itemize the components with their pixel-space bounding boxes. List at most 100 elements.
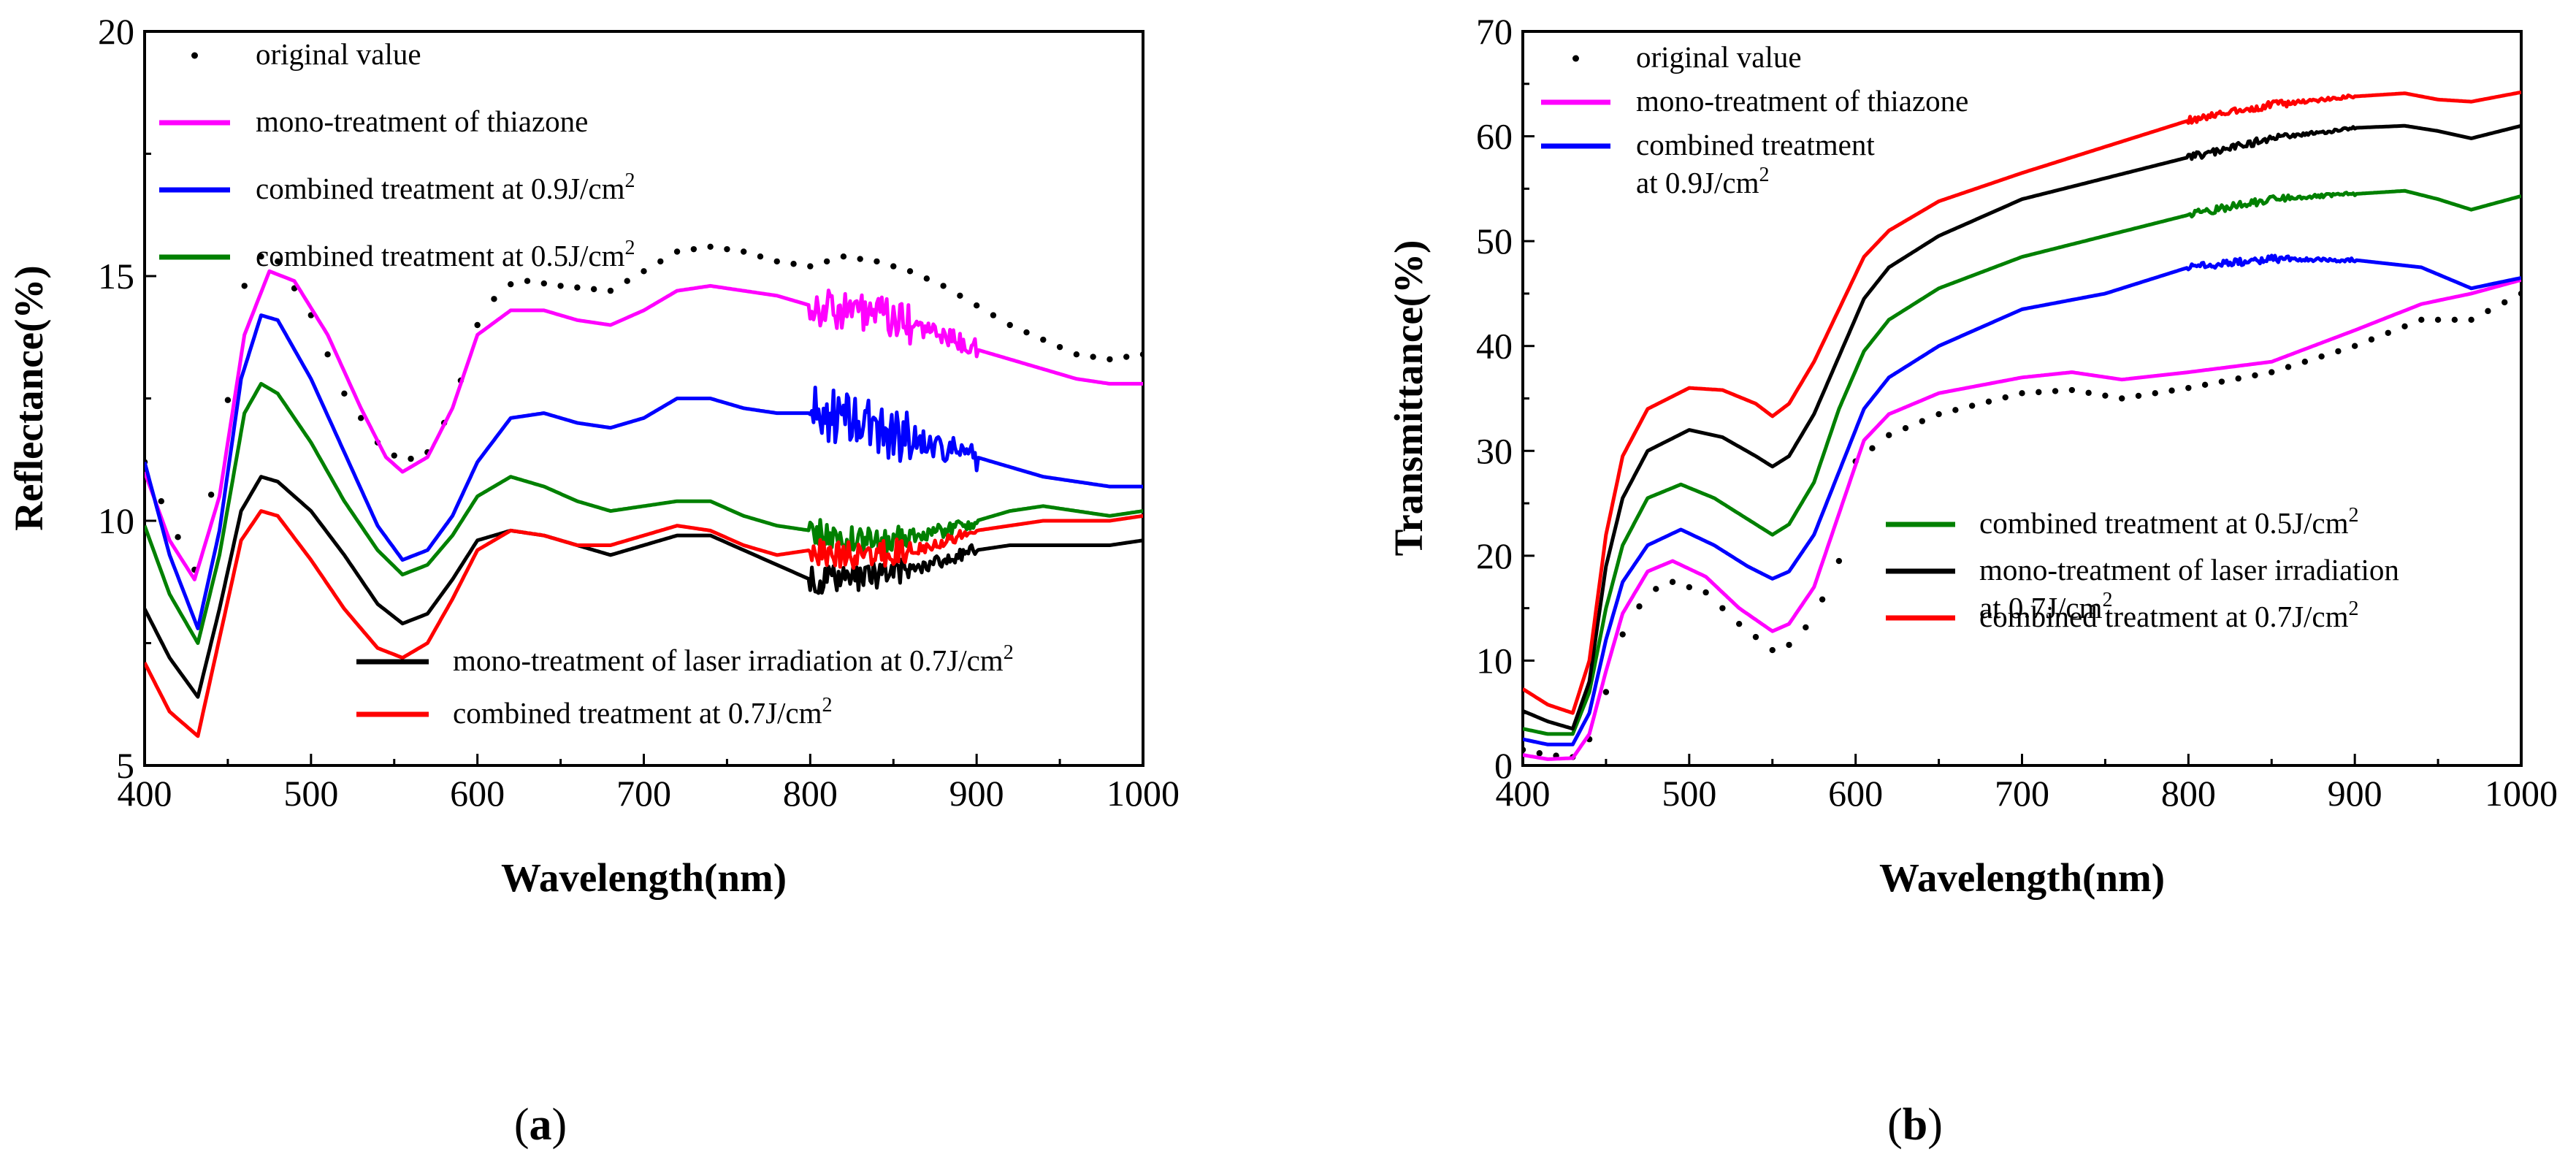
legend-label: mono-treatment of thiazone	[256, 104, 588, 138]
series-original	[145, 243, 1143, 573]
data-point	[973, 302, 980, 309]
data-point	[1686, 584, 1693, 591]
data-point	[2468, 316, 2474, 324]
legend-label: mono-treatment of thiazone	[1636, 84, 1968, 118]
data-point	[1803, 624, 1809, 631]
data-point	[1669, 578, 1676, 585]
data-point	[2485, 308, 2491, 315]
y-tick-label: 10	[98, 500, 134, 541]
data-point	[724, 245, 730, 253]
data-point	[1523, 746, 1526, 753]
data-point	[2335, 348, 2342, 355]
data-point	[1719, 605, 1726, 611]
data-point	[641, 268, 647, 275]
data-point	[1123, 354, 1130, 360]
data-point	[1902, 424, 1909, 432]
x-tick-label: 500	[283, 773, 338, 814]
x-tick-label: 700	[1995, 773, 2049, 814]
data-point	[2418, 316, 2425, 324]
x-tick-label: 800	[783, 773, 838, 814]
data-point	[940, 283, 947, 289]
data-point	[2019, 390, 2025, 397]
data-point	[874, 258, 880, 265]
data-point	[2201, 381, 2209, 389]
data-point	[474, 321, 481, 329]
series-group	[1523, 90, 2521, 761]
data-point	[1968, 402, 1976, 409]
data-point	[823, 258, 830, 265]
legend-label: combined treatment at 0.5J/cm2	[1979, 504, 2359, 540]
data-point	[2451, 316, 2458, 324]
legend-item-comb05: combined treatment at 0.5J/cm2	[1886, 504, 2359, 540]
series-line-comb07	[1523, 90, 2521, 715]
series-line-thiazone	[145, 269, 1143, 581]
data-point	[757, 253, 764, 260]
data-point	[2285, 364, 2292, 370]
data-point	[890, 263, 897, 270]
data-point	[357, 415, 364, 421]
data-point	[2368, 336, 2375, 343]
data-point	[607, 287, 614, 294]
data-point	[1819, 596, 1826, 603]
data-point	[1107, 356, 1113, 363]
data-point	[2269, 369, 2275, 375]
data-point	[491, 296, 497, 302]
data-point	[1919, 418, 1925, 424]
legend-label: combined treatment	[1636, 128, 1875, 161]
data-point	[790, 261, 797, 267]
data-point	[341, 390, 348, 397]
data-point	[574, 284, 581, 291]
data-point	[773, 258, 780, 265]
y-axis-label: Transmittance(%)	[1386, 240, 1431, 557]
data-point	[2185, 384, 2192, 391]
data-point	[540, 280, 547, 287]
data-point	[1935, 410, 1942, 418]
data-point	[1653, 586, 1659, 592]
data-point	[1090, 354, 1096, 360]
x-tick-label: 900	[949, 773, 1004, 814]
legend-label: original value	[256, 37, 421, 71]
legend-item-thiazone: mono-treatment of thiazone	[1541, 84, 1968, 118]
x-tick-label: 1000	[1107, 773, 1180, 814]
legend-label: mono-treatment of laser irradiation	[1979, 553, 2399, 587]
legend-label: combined treatment at 0.7J/cm2	[453, 694, 833, 730]
x-tick-label: 500	[1662, 773, 1716, 814]
series-line-comb09	[145, 313, 1143, 630]
data-point	[557, 283, 564, 289]
legend-label-line2: at 0.7J/cm2	[1979, 589, 2113, 624]
legend-item-comb05: combined treatment at 0.5J/cm2	[159, 237, 635, 272]
legend-label: original value	[1636, 40, 1802, 74]
legend-item-comb07: combined treatment at 0.7J/cm2	[1886, 597, 2359, 633]
data-point	[807, 263, 814, 270]
legend-item-laser07: mono-treatment of laser irradiation at 0…	[356, 641, 1014, 677]
legend-label: combined treatment at 0.5J/cm2	[256, 237, 635, 272]
series-line-comb05	[1523, 188, 2521, 736]
data-point	[1985, 398, 1992, 405]
x-tick-label: 400	[118, 773, 172, 814]
data-point	[241, 283, 248, 289]
data-point	[2036, 389, 2042, 396]
data-point	[923, 275, 930, 282]
legend-label-line2: at 0.9J/cm2	[1636, 164, 1770, 199]
data-point	[1769, 646, 1776, 654]
y-tick-label: 30	[1476, 430, 1513, 471]
x-tick-label: 1000	[2485, 773, 2558, 814]
data-point	[1139, 351, 1143, 358]
data-point	[1040, 336, 1047, 343]
data-point	[590, 286, 597, 293]
data-point	[207, 492, 215, 498]
y-tick-label: 50	[1476, 221, 1513, 261]
legend-item-comb09: combined treatment at 0.9J/cm2	[159, 169, 635, 205]
data-point	[2518, 290, 2521, 297]
data-point	[657, 258, 664, 265]
x-axis-label: Wavelength(nm)	[501, 855, 787, 900]
legend-item-comb07: combined treatment at 0.7J/cm2	[356, 694, 833, 730]
data-point	[1006, 321, 1013, 329]
data-point	[2301, 359, 2309, 365]
data-point	[2351, 343, 2358, 349]
data-point	[324, 351, 331, 358]
data-point	[175, 534, 181, 541]
x-tick-label: 800	[2161, 773, 2216, 814]
data-point	[2135, 392, 2142, 400]
legend-item-original: original value	[191, 37, 421, 71]
